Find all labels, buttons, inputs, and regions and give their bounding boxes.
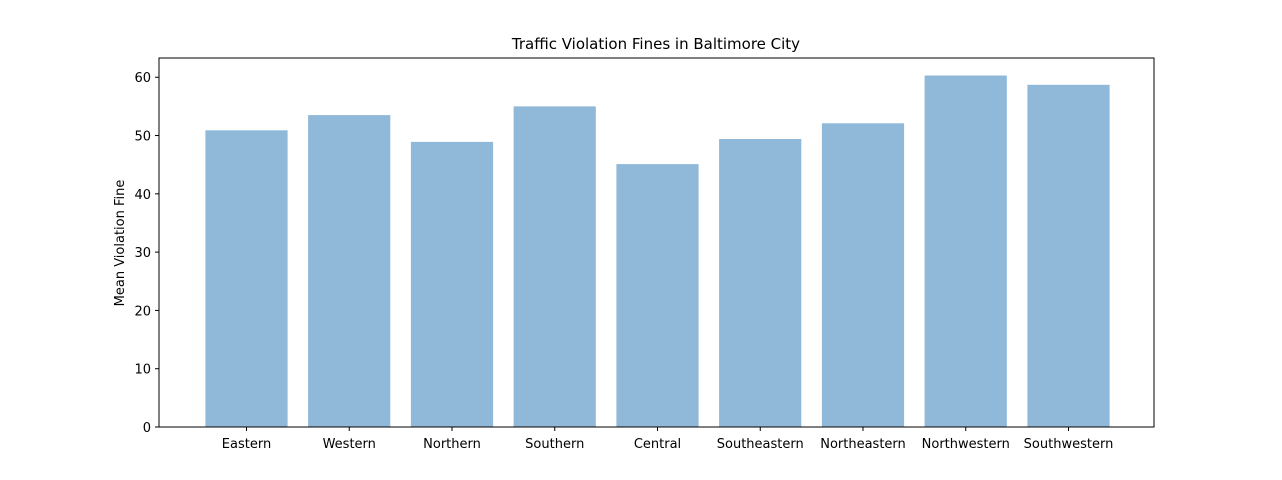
y-axis-label: Mean Violation Fine [113, 180, 128, 307]
bar-northern [410, 141, 494, 427]
y-tick-label: 0 [143, 421, 151, 436]
x-tick-label: Western [323, 437, 376, 452]
plot-area-frame [158, 57, 1155, 428]
x-axis-ticks: Eastern Western Northern Southern Central Sou… [222, 427, 1114, 452]
x-tick-label: Southwestern [1024, 437, 1114, 452]
bar-northwestern [924, 75, 1007, 427]
y-tick-label: 30 [134, 246, 151, 261]
y-tick-label: 40 [134, 188, 151, 203]
bar-eastern [205, 130, 288, 428]
x-tick-label: Eastern [222, 437, 271, 452]
x-tick-label: Central [634, 437, 681, 452]
bars-group [205, 75, 1110, 428]
bar-western [308, 115, 391, 427]
y-tick-label: 10 [134, 363, 151, 378]
y-axis-ticks: 0 10 20 30 40 50 60 [134, 71, 159, 436]
x-tick-label: Southeastern [717, 437, 804, 452]
bar-southwestern [1027, 84, 1110, 428]
bar-northeastern [821, 123, 905, 428]
x-tick-label: Southern [525, 437, 584, 452]
bar-southeastern [719, 139, 802, 427]
y-tick-label: 20 [134, 304, 151, 319]
bar-central [616, 164, 699, 427]
chart-title: Traffic Violation Fines in Baltimore Cit… [511, 35, 800, 53]
x-tick-label: Northwestern [922, 437, 1010, 452]
bar-southern [513, 106, 596, 428]
y-tick-label: 60 [134, 71, 151, 86]
x-tick-label: Northern [423, 437, 481, 452]
x-tick-label: Northeastern [820, 437, 906, 452]
y-tick-label: 50 [134, 130, 151, 145]
